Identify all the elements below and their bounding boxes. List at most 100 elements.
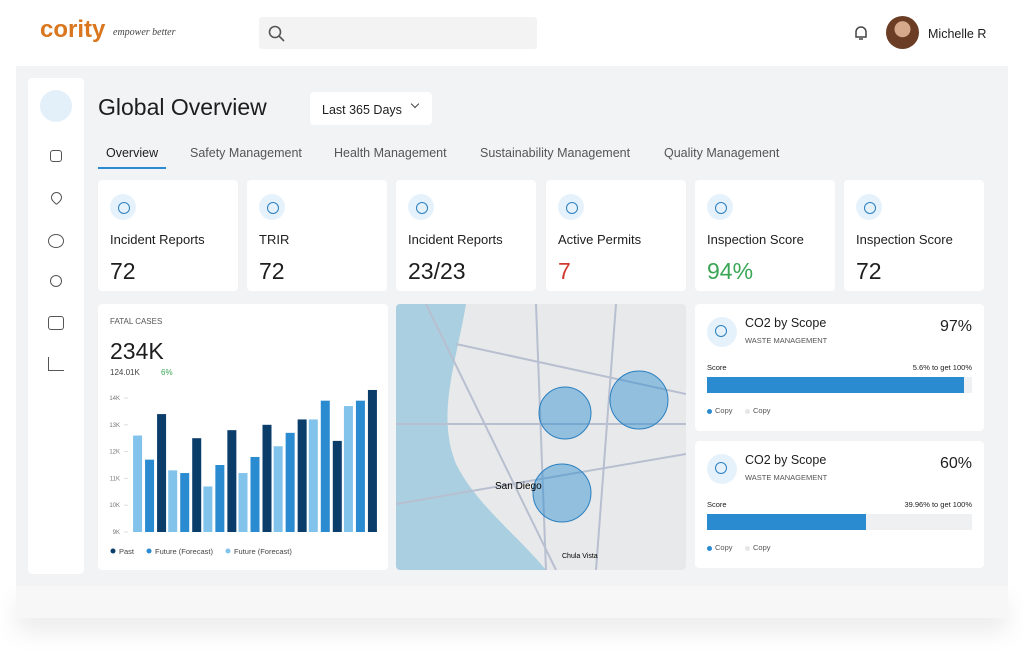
range-dropdown[interactable]: Last 365 Days: [310, 92, 432, 125]
bar: [215, 465, 224, 532]
y-tick-label: 14K: [109, 396, 120, 402]
kpi-card: Active Permits 7: [546, 180, 686, 291]
map-canvas: San Diego Chula Vista: [396, 304, 686, 570]
page-title: Global Overview: [98, 94, 267, 121]
bar-chart: 9K 10K 11K 12K 13K 14K Past Future (Forecast) Fu…: [98, 304, 388, 570]
legend-swatch: [745, 546, 750, 551]
score-label: Score: [707, 363, 727, 372]
legend-swatch: [111, 549, 116, 554]
legend-swatch: [147, 549, 152, 554]
bar: [309, 419, 318, 532]
legend-label: Copy: [715, 543, 733, 552]
legend-label: Copy: [715, 406, 733, 415]
legend-swatch: [225, 549, 230, 554]
y-tick-label: 9K: [113, 530, 120, 536]
kpi-label: Incident Reports: [110, 232, 205, 247]
bar: [180, 473, 189, 532]
progress-track: [707, 377, 972, 393]
kpi-card: TRIR72: [247, 180, 387, 291]
bell-icon[interactable]: [853, 24, 869, 42]
score-title: CO2 by Scope: [745, 453, 826, 467]
bar: [368, 390, 377, 532]
range-label: Last 365 Days: [322, 103, 402, 117]
kpi-icon: [110, 194, 136, 220]
kpi-icon: [408, 194, 434, 220]
user-name[interactable]: Michelle R: [928, 27, 986, 41]
progress-track: [707, 514, 972, 530]
kpi-label: Active Permits: [558, 232, 641, 247]
legend-label: Future (Forecast): [155, 547, 213, 556]
bar: [263, 425, 272, 532]
nav-icon[interactable]: [48, 234, 64, 248]
score-icon: [707, 454, 737, 484]
nav-icon[interactable]: [48, 316, 64, 330]
score-subtitle: WASTE MANAGEMENT: [745, 473, 827, 482]
bar: [157, 414, 166, 532]
legend-label: Future (Forecast): [234, 547, 292, 556]
score-remaining: 39.96% to get 100%: [904, 500, 972, 509]
kpi-card: Inspection Score 94%: [695, 180, 835, 291]
legend-label: Copy: [753, 543, 771, 552]
score-subtitle: WASTE MANAGEMENT: [745, 336, 827, 345]
kpi-card: Incident Reports23/23: [396, 180, 536, 291]
score-label: Score: [707, 500, 727, 509]
bar: [227, 430, 236, 532]
bar: [321, 401, 330, 532]
kpi-icon: [259, 194, 285, 220]
kpi-icon: [856, 194, 882, 220]
progress-bar: [707, 377, 964, 393]
score-icon: [707, 317, 737, 347]
nav-icon[interactable]: [50, 150, 62, 162]
bar: [333, 441, 342, 532]
bar: [251, 457, 260, 532]
search-box[interactable]: [259, 17, 537, 49]
bar: [168, 470, 177, 532]
kpi-icon: [707, 194, 733, 220]
y-tick-label: 12K: [109, 450, 120, 456]
map[interactable]: San Diego Chula Vista: [396, 304, 686, 570]
tab-underline: [98, 167, 166, 169]
progress-bar: [707, 514, 866, 530]
score-title: CO2 by Scope: [745, 316, 826, 330]
kpi-value: 94%: [707, 258, 753, 285]
kpi-label: Inspection Score: [707, 232, 804, 247]
kpi-value: 72: [856, 258, 882, 285]
kpi-card: Incident Reports 72: [98, 180, 238, 291]
tab[interactable]: Safety Management: [190, 146, 302, 160]
legend-label: Copy: [753, 406, 771, 415]
nav-icon[interactable]: [48, 357, 64, 371]
kpi-card: Inspection Score 72: [844, 180, 984, 291]
y-tick-label: 13K: [109, 423, 120, 429]
bar: [286, 433, 295, 532]
legend-label: Past: [119, 547, 135, 556]
bar: [356, 401, 365, 532]
score-value: 97%: [940, 318, 972, 336]
bar: [133, 436, 142, 532]
score-card: CO2 by Scope WASTE MANAGEMENT 97% Score 5.6%…: [695, 304, 984, 431]
bar: [239, 473, 248, 532]
kpi-value: 23/23: [408, 258, 466, 285]
search-icon: [267, 24, 287, 44]
kpi-value: 72: [110, 258, 136, 285]
kpi-label: Inspection Score: [856, 232, 953, 247]
legend-swatch: [745, 409, 750, 414]
tab[interactable]: Quality Management: [664, 146, 779, 160]
tab[interactable]: Overview: [106, 146, 158, 160]
y-tick-label: 10K: [109, 503, 120, 509]
y-tick-label: 11K: [110, 476, 120, 482]
tab[interactable]: Health Management: [334, 146, 447, 160]
legend-swatch: [707, 409, 712, 414]
legend-swatch: [707, 546, 712, 551]
bar: [298, 419, 307, 532]
home-button[interactable]: [40, 90, 72, 122]
tab[interactable]: Sustainability Management: [480, 146, 630, 160]
map-label: Chula Vista: [562, 553, 598, 560]
chart-card: FATAL CASES 234K 124.01K 6% 9K10K11K12K1…: [98, 304, 388, 570]
logo[interactable]: cority: [40, 16, 105, 44]
kpi-value: 72: [259, 258, 285, 285]
kpi-value: 7: [558, 258, 571, 285]
avatar[interactable]: [886, 16, 919, 49]
score-remaining: 5.6% to get 100%: [913, 363, 972, 372]
bar: [145, 460, 154, 532]
nav-icon[interactable]: [50, 275, 62, 287]
